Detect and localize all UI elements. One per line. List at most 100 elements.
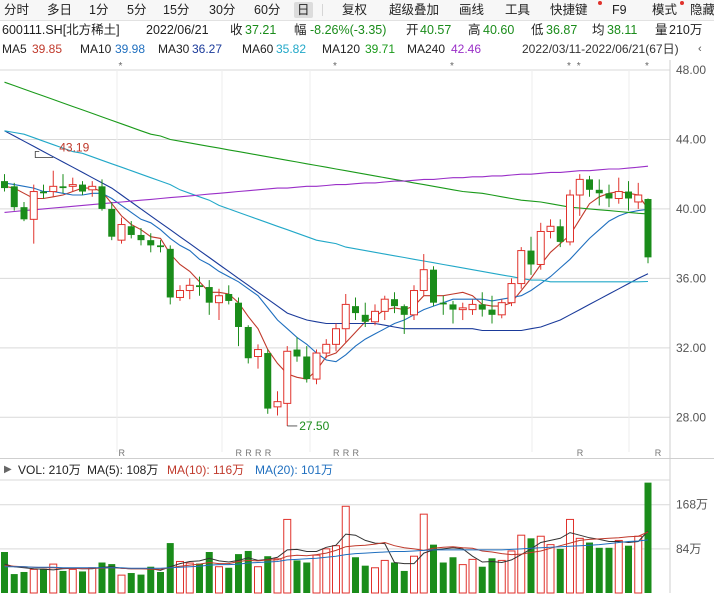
candle-body xyxy=(40,191,47,194)
candle-body xyxy=(98,186,106,209)
close-value: 37.21 xyxy=(245,23,277,37)
tab-30min[interactable]: 30分 xyxy=(209,3,236,17)
vol-ma5-legend: MA(5): 108万 xyxy=(87,463,159,477)
candle-body xyxy=(380,298,389,312)
candle-body xyxy=(410,290,418,316)
tab-5min[interactable]: 5分 xyxy=(127,3,147,17)
candle-body xyxy=(196,285,203,288)
candle-body xyxy=(430,269,437,303)
chevron-left-icon[interactable]: ‹ xyxy=(698,43,702,55)
price-tick-label: 48.00 xyxy=(676,63,706,77)
tab-intraday[interactable]: 分时 xyxy=(4,3,30,17)
volume-bar xyxy=(380,559,389,594)
overlay-button[interactable]: 超级叠加 xyxy=(389,3,440,17)
ma240-legend-label: MA240 xyxy=(407,42,446,56)
tab-60min[interactable]: 60分 xyxy=(254,3,281,17)
volume-bar xyxy=(644,482,652,593)
volume-bar xyxy=(273,558,282,594)
candle-body xyxy=(225,293,233,301)
volume-bar xyxy=(20,571,28,593)
volume-bar xyxy=(468,558,477,594)
candle-body xyxy=(127,226,135,235)
star-marker: * xyxy=(333,61,337,72)
candle-body xyxy=(49,185,58,193)
volume-bar xyxy=(439,562,447,593)
ma60-legend-value: 35.82 xyxy=(276,42,307,56)
candle-body xyxy=(79,184,86,192)
volume-bar xyxy=(575,537,584,594)
hide-button[interactable]: 隐藏 xyxy=(690,3,714,17)
candle-body xyxy=(312,352,321,380)
star-marker: * xyxy=(577,61,581,72)
candle-body xyxy=(497,302,506,316)
volume-bar xyxy=(312,554,321,594)
close-label: 收 xyxy=(230,23,243,37)
volume-bar xyxy=(634,535,643,594)
f9-button[interactable]: F9 xyxy=(612,3,627,17)
candle-body xyxy=(235,302,242,327)
tab-15min[interactable]: 15分 xyxy=(163,3,190,17)
volume-bar xyxy=(517,534,526,594)
volume-bar xyxy=(527,538,535,593)
tools-button[interactable]: 工具 xyxy=(505,3,531,17)
quote-date: 2022/06/21 xyxy=(146,23,209,37)
star-marker: * xyxy=(119,61,123,72)
candle-body xyxy=(20,207,28,220)
volume-bar xyxy=(49,563,58,594)
volume-bar xyxy=(566,518,574,594)
tab-multi-day[interactable]: 多日 xyxy=(47,3,73,17)
candle-body xyxy=(361,314,369,322)
draw-line-button[interactable]: 画线 xyxy=(459,3,485,17)
vol-ma10-legend: MA(10): 116万 xyxy=(167,463,245,477)
ma5-legend-value: 39.85 xyxy=(32,42,63,56)
rights-marker: R xyxy=(119,448,126,458)
toolbar-divider xyxy=(322,4,323,16)
shortcuts-button[interactable]: 快捷键 xyxy=(550,3,588,17)
volume-bar xyxy=(614,539,623,594)
candle-body xyxy=(458,307,467,311)
mode-button[interactable]: 模式 xyxy=(652,3,678,17)
rights-marker: R xyxy=(655,448,662,458)
ma60-line xyxy=(4,130,649,283)
candle-body xyxy=(419,269,428,292)
date-range-label: 2022/03/11-2022/06/21(67日) xyxy=(522,42,679,56)
volume-bar xyxy=(361,565,369,593)
volume-bar xyxy=(458,564,467,594)
period-toolbar: 分时 多日 1分 5分 15分 30分 60分 日 复权 超级叠加 画线 工具 … xyxy=(0,0,714,21)
volume-bar xyxy=(117,574,126,594)
candle-body xyxy=(478,304,486,310)
volume-bar xyxy=(586,542,593,593)
tab-1min[interactable]: 1分 xyxy=(89,3,109,17)
volume-bar xyxy=(264,556,272,593)
volume-value: 210万 xyxy=(669,23,703,37)
avg-value: 38.11 xyxy=(607,23,638,37)
candle-body xyxy=(536,230,545,265)
candle-body xyxy=(449,304,457,310)
adjust-button[interactable]: 复权 xyxy=(342,3,368,17)
volume-bar xyxy=(244,550,252,593)
volume-bar xyxy=(352,557,359,593)
open-value: 40.57 xyxy=(420,23,452,37)
volume-bar xyxy=(322,548,331,594)
volume-bar xyxy=(293,560,301,593)
volume-bar xyxy=(556,548,564,593)
volume-bar xyxy=(478,566,486,593)
volume-bar xyxy=(371,567,379,594)
candles xyxy=(1,170,652,426)
volume-bar xyxy=(546,544,555,594)
volume-bar xyxy=(29,568,38,594)
candle-body xyxy=(468,303,477,311)
tab-daily[interactable]: 日 xyxy=(294,2,313,18)
volume-bar xyxy=(196,563,203,593)
candle-body xyxy=(244,326,252,359)
volume-ma-lines xyxy=(4,530,649,571)
candle-body xyxy=(517,250,526,285)
star-marker: * xyxy=(645,61,649,72)
volume-bar xyxy=(59,570,67,593)
volume-bar xyxy=(10,574,18,593)
price-tick-label: 44.00 xyxy=(676,132,706,146)
candle-body xyxy=(556,226,564,242)
triangle-right-icon[interactable]: ▶ xyxy=(4,464,12,475)
